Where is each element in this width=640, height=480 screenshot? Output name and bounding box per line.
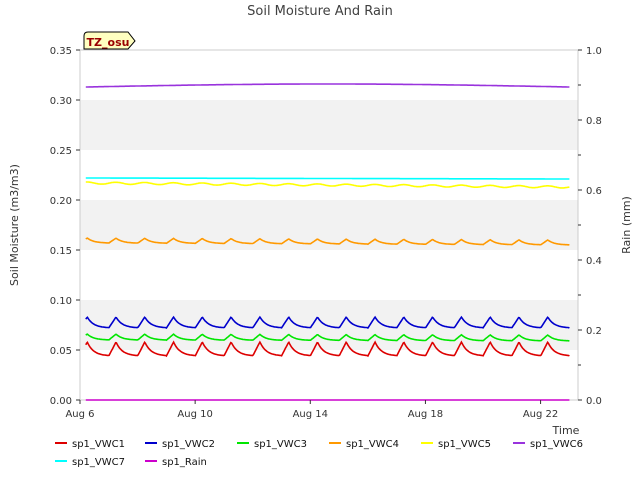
grid-bands xyxy=(80,100,578,350)
legend-label: sp1_VWC1 xyxy=(72,439,125,450)
series-line-sp1-vwc1 xyxy=(85,340,570,358)
y-tick-label-left: 0.30 xyxy=(50,96,72,107)
legend-item: sp1_VWC6 xyxy=(513,439,583,450)
y-tick-label-left: 0.25 xyxy=(50,146,72,157)
legend-item: sp1_VWC4 xyxy=(329,439,399,450)
series-line-sp1-vwc6 xyxy=(85,83,570,88)
legend-label: sp1_VWC7 xyxy=(72,457,125,468)
legend-label: sp1_VWC6 xyxy=(530,439,583,450)
x-axis: Aug 6 Aug 10 Aug 14 Aug 18 Aug 22 xyxy=(65,400,558,420)
chart-title: Soil Moisture And Rain xyxy=(247,4,393,19)
legend-item: sp1_VWC7 xyxy=(55,457,125,468)
legend: sp1_VWC1 sp1_VWC2 sp1_VWC3 sp1_VWC4 sp1_VWC5… xyxy=(55,439,583,468)
series-line-sp1-vwc2 xyxy=(85,315,570,330)
y-tick-label-right: 0.0 xyxy=(586,396,602,407)
series-line-sp1-vwc3 xyxy=(85,333,570,342)
legend-label: sp1_VWC2 xyxy=(162,439,215,450)
site-badge-label: TZ_osu xyxy=(87,36,130,49)
y-axis-label-left: Soil Moisture (m3/m3) xyxy=(8,164,21,286)
series-line-sp1-vwc7 xyxy=(85,177,570,180)
legend-label: sp1_VWC3 xyxy=(254,439,307,450)
y-tick-label-left: 0.00 xyxy=(50,396,72,407)
legend-item: sp1_VWC5 xyxy=(421,439,491,450)
y-tick-label-right: 1.0 xyxy=(586,46,602,57)
x-tick-label: Aug 18 xyxy=(408,409,443,420)
x-tick-label: Aug 22 xyxy=(523,409,558,420)
y-tick-label-left: 0.20 xyxy=(50,196,72,207)
series-line-sp1-vwc5 xyxy=(85,181,570,189)
legend-item: sp1_VWC3 xyxy=(237,439,307,450)
y-tick-label-left: 0.35 xyxy=(50,46,72,57)
x-axis-label: Time xyxy=(552,424,580,437)
y-tick-label-right: 0.2 xyxy=(586,326,602,337)
legend-label: sp1_Rain xyxy=(162,457,207,468)
x-tick-label: Aug 14 xyxy=(293,409,328,420)
y-tick-label-right: 0.8 xyxy=(586,116,602,127)
legend-item: sp1_VWC1 xyxy=(55,439,125,450)
grid-band xyxy=(80,300,578,350)
series-layer xyxy=(85,83,570,401)
y-tick-label-right: 0.6 xyxy=(586,186,602,197)
y-tick-label-left: 0.15 xyxy=(50,246,72,257)
legend-item: sp1_Rain xyxy=(145,457,207,468)
left-axis: 0.00 0.05 0.10 0.15 0.20 0.25 0.30 0.35 xyxy=(50,46,80,407)
right-axis: 0.0 0.2 0.4 0.6 0.8 1.0 xyxy=(578,46,602,407)
legend-label: sp1_VWC5 xyxy=(438,439,491,450)
legend-item: sp1_VWC2 xyxy=(145,439,215,450)
y-tick-label-right: 0.4 xyxy=(586,256,602,267)
x-tick-label: Aug 6 xyxy=(65,409,94,420)
series-line-sp1-vwc4 xyxy=(85,237,570,246)
x-tick-label: Aug 10 xyxy=(177,409,212,420)
grid-band xyxy=(80,100,578,150)
site-badge: TZ_osu xyxy=(83,31,136,50)
y-axis-label-right: Rain (mm) xyxy=(620,196,633,254)
legend-label: sp1_VWC4 xyxy=(346,439,399,450)
y-tick-label-left: 0.05 xyxy=(50,346,72,357)
y-tick-label-left: 0.10 xyxy=(50,296,72,307)
